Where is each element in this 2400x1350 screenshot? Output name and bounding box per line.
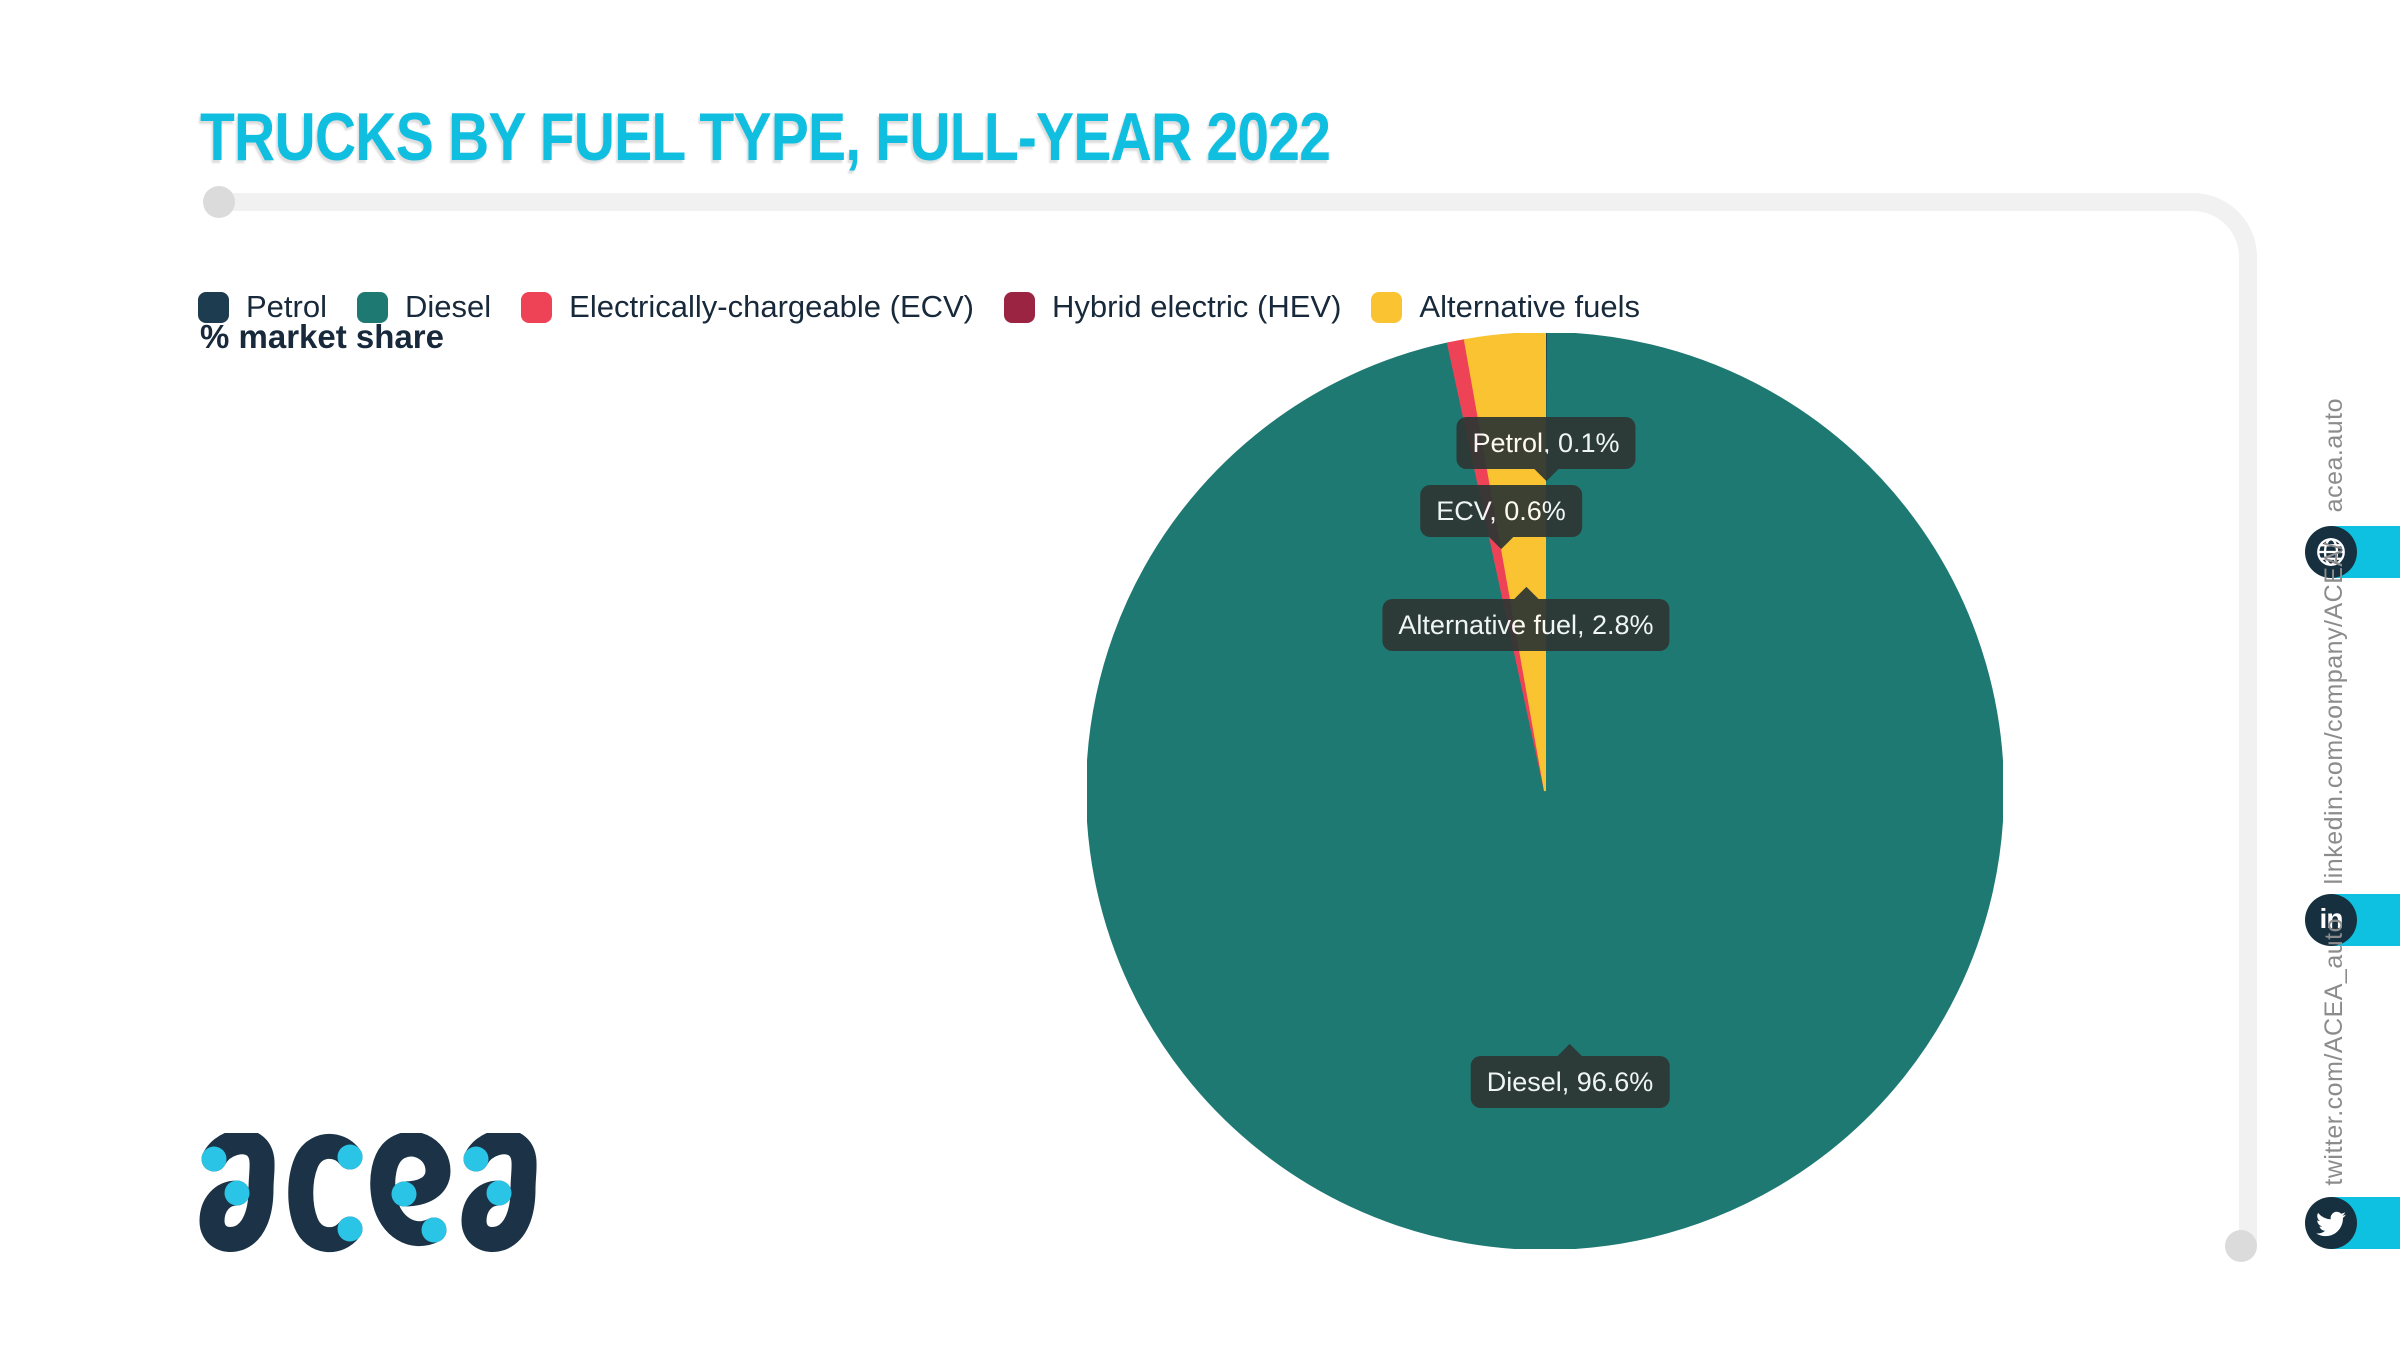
tooltip-alternative: Alternative fuel, 2.8%	[1382, 586, 1670, 651]
tooltip-petrol: Petrol, 0.1%	[1456, 417, 1636, 482]
tooltip-diesel: Diesel, 96.6%	[1470, 1043, 1670, 1108]
twitter-icon[interactable]	[2305, 1197, 2357, 1249]
legend-item-alternative[interactable]: Alternative fuels	[1371, 289, 1640, 325]
legend-label-alternative: Alternative fuels	[1419, 289, 1640, 324]
legend-swatch-ecv	[521, 291, 553, 323]
legend-item-hev[interactable]: Hybrid electric (HEV)	[1004, 289, 1341, 325]
legend-label-ecv: Electrically-chargeable (ECV)	[569, 289, 975, 324]
acea-logo	[199, 1133, 537, 1253]
legend-swatch-hev	[1004, 291, 1036, 323]
tooltip-petrol-text: Petrol, 0.1%	[1472, 427, 1620, 458]
chart-legend: Petrol Diesel Electrically-chargeable (E…	[198, 289, 1640, 325]
legend-item-petrol[interactable]: Petrol	[198, 289, 327, 325]
legend-item-ecv[interactable]: Electrically-chargeable (ECV)	[521, 289, 974, 325]
website-link[interactable]: acea.auto	[2320, 397, 2348, 512]
page-title: TRUCKS BY FUEL TYPE, FULL-YEAR 2022	[200, 99, 1331, 175]
twitter-link[interactable]: twitter.com/ACEA_auto	[2320, 918, 2348, 1186]
legend-item-diesel[interactable]: Diesel	[356, 289, 492, 325]
linkedin-link[interactable]: linkedin.com/company/ACEA/	[2320, 541, 2348, 884]
tooltip-ecv-text: ECV, 0.6%	[1436, 495, 1566, 526]
globe-icon-glyph	[2317, 538, 2345, 566]
legend-swatch-petrol	[198, 291, 229, 323]
frame-end-dot	[2225, 1230, 2257, 1262]
legend-swatch-diesel	[356, 291, 388, 323]
linkedin-icon[interactable]: in	[2305, 894, 2357, 946]
decorative-frame	[205, 193, 2257, 1245]
unit-label: % market share	[200, 318, 444, 355]
linkedin-icon-glyph: in	[2319, 903, 2344, 934]
legend-label-diesel: Diesel	[404, 289, 492, 324]
tooltip-ecv: ECV, 0.6%	[1420, 485, 1582, 550]
twitter-icon-glyph	[2316, 1211, 2346, 1237]
frame-start-dot	[203, 186, 235, 218]
legend-swatch-alternative	[1371, 291, 1403, 323]
legend-label-petrol: Petrol	[246, 289, 327, 324]
legend-label-hev: Hybrid electric (HEV)	[1052, 289, 1342, 324]
globe-icon[interactable]	[2305, 526, 2357, 578]
